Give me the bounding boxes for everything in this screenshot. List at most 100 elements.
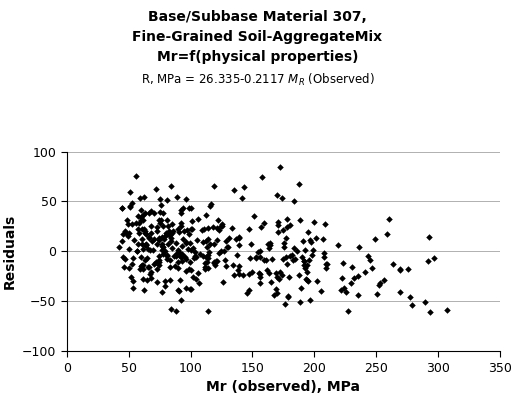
Point — [146, 247, 154, 253]
Point — [273, 219, 282, 225]
Point — [338, 275, 346, 281]
Point — [273, 229, 282, 235]
Point — [265, 242, 273, 248]
Point — [175, 249, 183, 256]
Point — [284, 293, 292, 300]
Point — [125, 265, 133, 271]
Point — [279, 227, 287, 233]
Point — [310, 219, 318, 225]
Point — [185, 240, 194, 246]
Point — [323, 261, 331, 267]
Point — [158, 241, 166, 247]
Point — [137, 254, 145, 261]
Point — [155, 253, 163, 259]
Point — [154, 237, 163, 243]
Point — [375, 282, 383, 288]
Point — [156, 209, 164, 215]
Point — [130, 237, 139, 243]
Point — [205, 203, 214, 209]
Point — [296, 217, 304, 223]
Point — [279, 256, 287, 262]
Point — [157, 217, 165, 223]
Text: Base/Subbase Material 307,: Base/Subbase Material 307, — [148, 10, 367, 24]
Point — [306, 237, 314, 243]
Point — [138, 207, 146, 213]
Point — [298, 254, 306, 260]
Point — [171, 263, 179, 269]
Point — [135, 266, 144, 272]
Point — [304, 229, 313, 235]
Point — [289, 245, 298, 251]
Point — [134, 240, 142, 247]
Point — [406, 294, 415, 300]
Point — [256, 280, 265, 286]
Point — [153, 227, 161, 234]
Point — [138, 262, 146, 268]
Point — [187, 285, 195, 292]
Point — [217, 223, 225, 229]
Point — [168, 228, 177, 234]
Point — [141, 257, 149, 263]
Point — [164, 223, 173, 229]
Point — [187, 205, 195, 211]
Point — [278, 195, 286, 201]
Point — [126, 203, 134, 209]
Point — [263, 267, 271, 274]
Point — [182, 285, 191, 291]
Point — [147, 269, 156, 275]
Point — [177, 206, 185, 213]
Point — [187, 217, 196, 224]
Point — [129, 255, 137, 261]
Point — [424, 258, 433, 264]
Point — [245, 286, 253, 293]
Point — [235, 234, 244, 240]
Point — [163, 217, 171, 223]
Point — [201, 260, 210, 266]
Point — [127, 273, 135, 280]
Point — [228, 224, 236, 231]
Point — [272, 192, 281, 198]
Point — [187, 226, 196, 232]
Point — [174, 265, 182, 272]
Point — [339, 260, 348, 266]
Point — [252, 255, 261, 261]
Point — [245, 271, 253, 277]
Point — [283, 223, 291, 230]
Point — [152, 186, 160, 192]
Point — [281, 300, 289, 307]
Point — [286, 221, 295, 228]
Point — [340, 284, 348, 291]
Point — [317, 288, 325, 294]
Point — [255, 248, 264, 254]
Point — [178, 253, 186, 259]
Point — [166, 257, 175, 263]
Point — [163, 253, 171, 259]
Point — [372, 290, 381, 297]
Point — [389, 261, 398, 268]
Point — [193, 237, 201, 243]
Point — [264, 241, 272, 247]
Point — [368, 265, 376, 271]
Point — [182, 196, 191, 202]
Point — [156, 196, 164, 202]
Point — [291, 255, 299, 262]
Point — [199, 239, 208, 245]
Point — [202, 212, 210, 218]
Point — [161, 278, 169, 284]
Point — [156, 235, 164, 241]
Point — [161, 283, 169, 289]
Point — [160, 235, 168, 242]
Point — [282, 235, 290, 241]
Point — [396, 288, 404, 295]
Point — [300, 257, 308, 264]
Point — [354, 244, 363, 251]
Point — [180, 227, 188, 234]
Point — [138, 217, 146, 223]
Point — [211, 261, 219, 268]
Point — [205, 249, 213, 255]
Point — [203, 225, 212, 232]
Point — [124, 233, 132, 239]
Point — [166, 183, 175, 190]
Point — [139, 216, 147, 223]
Point — [319, 235, 327, 242]
